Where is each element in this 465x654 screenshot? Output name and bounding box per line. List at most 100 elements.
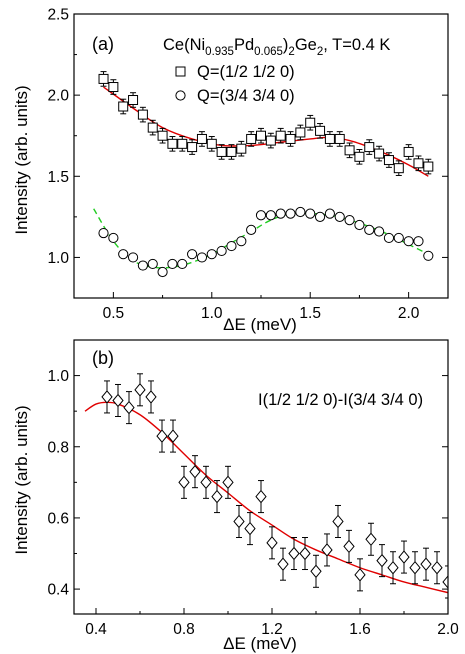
data-point-diamond: [310, 564, 322, 579]
data-point-circle: [108, 232, 119, 244]
data-point-square: [226, 146, 237, 157]
y-tick-label: 1.0: [47, 250, 69, 267]
data-point-circle: [98, 227, 109, 239]
data-point-square: [305, 117, 316, 128]
data-point-square: [285, 133, 296, 144]
data-point-circle: [413, 236, 424, 247]
data-point-circle: [383, 232, 395, 244]
data-point-diamond: [255, 489, 267, 504]
data-point-circle: [167, 258, 178, 270]
panel-a-label: (a): [92, 34, 114, 54]
panel-a-ticks: 0.5 1.0 1.5 2.0 1.0 1.5 2.0 2.5: [47, 7, 448, 322]
panel-a-data-marks: [93, 71, 434, 278]
y-tick-label: 2.0: [47, 88, 69, 105]
legend-square-marker: [175, 66, 186, 77]
panel-a-title: Ce(Ni0.935Pd0.065)2Ge2, T=0.4 K: [163, 36, 390, 58]
data-point-diamond: [156, 429, 168, 443]
panel-b-x-axis-label: ΔE (meV): [223, 634, 297, 653]
data-point-diamond: [233, 514, 245, 529]
data-point-circle: [334, 211, 345, 222]
data-point-circle: [127, 252, 139, 263]
data-point-circle: [118, 249, 129, 260]
data-point-circle: [285, 208, 296, 219]
data-point-circle: [255, 210, 267, 221]
data-point-diamond: [288, 546, 300, 561]
panel-b-data-marks: [84, 373, 448, 599]
x-tick-label: 2.0: [398, 305, 420, 322]
data-point-circle: [393, 232, 404, 244]
data-point-circle: [423, 250, 434, 261]
panel-a-x-axis-label: ΔE (meV): [223, 315, 297, 334]
data-point-diamond: [376, 553, 388, 568]
data-point-square: [98, 73, 109, 84]
x-tick-label: 1.6: [349, 621, 371, 638]
data-point-diamond: [343, 539, 355, 554]
data-point-square: [265, 135, 276, 146]
data-point-circle: [314, 211, 326, 222]
data-point-square: [246, 133, 257, 144]
data-point-circle: [305, 208, 316, 219]
y-tick-label: 2.5: [47, 7, 69, 24]
data-point-circle: [137, 260, 148, 271]
data-point-diamond: [409, 560, 421, 575]
data-point-diamond: [112, 393, 124, 408]
y-tick-label: 1.0: [47, 368, 69, 385]
data-point-square: [315, 125, 326, 136]
data-point-diamond: [189, 464, 201, 479]
x-tick-label: 1.0: [201, 305, 223, 322]
data-point-square: [275, 130, 286, 141]
panel-a-legend: Q=(1/2 1/2 0) Q=(3/4 3/4 0): [175, 63, 295, 105]
data-point-diamond: [222, 475, 234, 490]
data-point-square: [354, 151, 365, 162]
data-point-diamond: [387, 560, 399, 575]
panel-b-label: (b): [92, 348, 114, 368]
data-point-circle: [324, 208, 335, 219]
data-point-circle: [236, 236, 247, 247]
panel-a: 0.5 1.0 1.5 2.0 1.0 1.5 2.0 2.5 (a) Ce(Ni0.935P…: [12, 7, 449, 334]
data-point-circle: [147, 258, 158, 270]
panel-a-y-axis-label: Intensity (arb. units): [12, 85, 31, 234]
x-tick-label: 2.0: [437, 621, 459, 638]
data-point-diamond: [266, 536, 278, 550]
data-point-diamond: [200, 475, 212, 490]
data-point-diamond: [244, 521, 256, 536]
data-point-square: [334, 133, 345, 144]
data-point-circle: [364, 224, 375, 235]
data-point-square: [383, 155, 394, 166]
data-point-diamond: [332, 514, 344, 529]
data-point-square: [403, 146, 414, 157]
data-point-square: [256, 130, 266, 141]
data-point-square: [157, 130, 168, 141]
data-point-square: [423, 161, 434, 172]
data-point-square: [374, 148, 385, 159]
data-point-diamond: [299, 546, 311, 561]
data-point-diamond: [211, 489, 223, 504]
panel-a-plot-frame: [73, 13, 449, 299]
data-point-square: [128, 95, 139, 106]
data-point-circle: [177, 258, 188, 270]
y-tick-label: 1.5: [47, 169, 69, 186]
data-point-circle: [157, 266, 168, 278]
data-point-circle: [246, 224, 257, 235]
data-point-circle: [265, 210, 276, 221]
data-point-diamond: [101, 390, 113, 404]
data-point-circle: [206, 249, 217, 260]
data-point-square: [206, 138, 217, 149]
data-point-circle: [187, 249, 198, 260]
y-tick-label: 0.6: [47, 510, 69, 527]
data-point-square: [177, 138, 188, 149]
x-tick-label: 1.2: [261, 621, 283, 638]
x-tick-label: 1.5: [299, 305, 321, 322]
data-point-diamond: [321, 543, 333, 557]
data-point-circle: [344, 215, 355, 226]
data-point-square: [118, 101, 129, 112]
data-point-circle: [216, 245, 227, 257]
data-point-diamond: [365, 532, 377, 547]
data-point-circle: [196, 252, 208, 263]
data-point-circle: [295, 206, 306, 218]
data-point-square: [167, 138, 178, 149]
data-point-circle: [403, 236, 414, 247]
data-point-circle: [374, 226, 385, 237]
legend-label-series-1: Q=(1/2 1/2 0): [197, 63, 295, 81]
data-point-square: [196, 133, 207, 144]
